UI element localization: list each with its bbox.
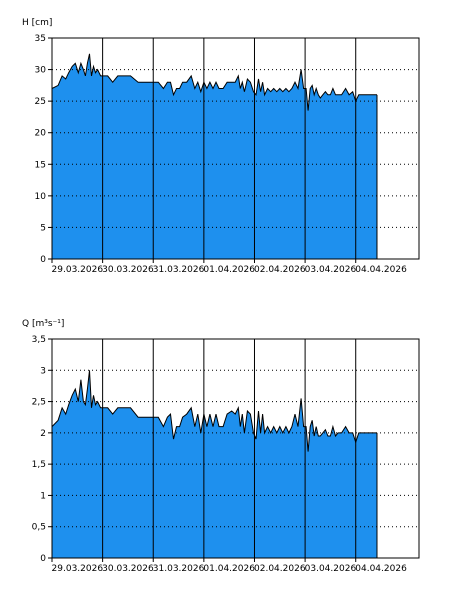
x-tick-label: 31.03.2026 <box>153 564 205 574</box>
series-area <box>52 370 377 558</box>
x-tick-label: 01.04.2026 <box>203 265 255 275</box>
y-tick-label: 35 <box>35 34 46 44</box>
chart-1: 0 5 10 15 20 25 30 35 29.03.2026 30.03.2026 31.03.… <box>22 18 420 275</box>
x-tick-label: 03.04.2026 <box>305 265 357 275</box>
series-area <box>52 53 377 259</box>
x-tick-label: 30.03.2026 <box>102 564 154 574</box>
y-tick-label: 30 <box>35 66 47 76</box>
y-tick-label: 2,5 <box>32 398 46 408</box>
x-tick-label: 03.04.2026 <box>305 564 357 574</box>
x-tick-label: 02.04.2026 <box>254 564 306 574</box>
x-tick-label: 04.04.2026 <box>355 265 407 275</box>
y-tick-label: 0 <box>40 255 46 265</box>
x-tick-label: 01.04.2026 <box>203 564 255 574</box>
series-line <box>51 370 377 452</box>
y-tick-label: 0 <box>40 554 46 564</box>
plot-frame <box>51 37 420 260</box>
series-line <box>51 53 377 111</box>
x-tick-label: 04.04.2026 <box>355 564 407 574</box>
y-axis-label: Q [m³s⁻¹] <box>22 319 64 329</box>
chart-2: 0 0,5 1 1,5 2 2,5 3 3,5 29.03.2026 30.03.2026 31.0… <box>22 319 420 574</box>
x-tick-label: 02.04.2026 <box>254 265 306 275</box>
y-tick-label: 25 <box>35 97 46 107</box>
x-tick-label: 29.03.2026 <box>52 564 104 574</box>
x-tick-label: 29.03.2026 <box>52 265 104 275</box>
y-tick-label: 2 <box>40 429 46 439</box>
y-tick-label: 1 <box>40 491 46 501</box>
y-tick-label: 10 <box>35 192 47 202</box>
x-tick-label: 31.03.2026 <box>153 265 205 275</box>
y-tick-label: 5 <box>40 223 46 233</box>
y-tick-label: 1,5 <box>32 460 46 470</box>
x-tick-label: 30.03.2026 <box>102 265 154 275</box>
y-tick-label: 3,5 <box>32 335 46 345</box>
y-tick-label: 15 <box>35 160 46 170</box>
plot-frame <box>51 338 420 559</box>
y-axis-label: H [cm] <box>22 18 52 28</box>
y-tick-label: 0,5 <box>32 523 46 533</box>
y-tick-label: 20 <box>35 129 47 139</box>
y-tick-label: 3 <box>40 366 46 376</box>
